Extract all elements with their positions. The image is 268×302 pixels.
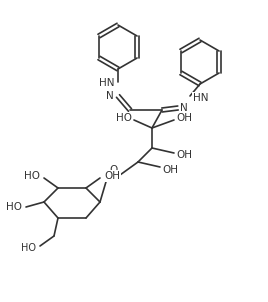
Text: HN: HN: [99, 78, 115, 88]
Text: O: O: [110, 165, 118, 175]
Text: HN: HN: [193, 93, 209, 103]
Text: HO: HO: [24, 171, 40, 181]
Text: HO: HO: [116, 113, 132, 123]
Text: OH: OH: [104, 171, 120, 181]
Text: OH: OH: [176, 150, 192, 160]
Text: OH: OH: [176, 113, 192, 123]
Text: HO: HO: [21, 243, 36, 253]
Text: N: N: [180, 103, 188, 113]
Text: HO: HO: [6, 202, 22, 212]
Text: N: N: [106, 91, 114, 101]
Text: OH: OH: [162, 165, 178, 175]
